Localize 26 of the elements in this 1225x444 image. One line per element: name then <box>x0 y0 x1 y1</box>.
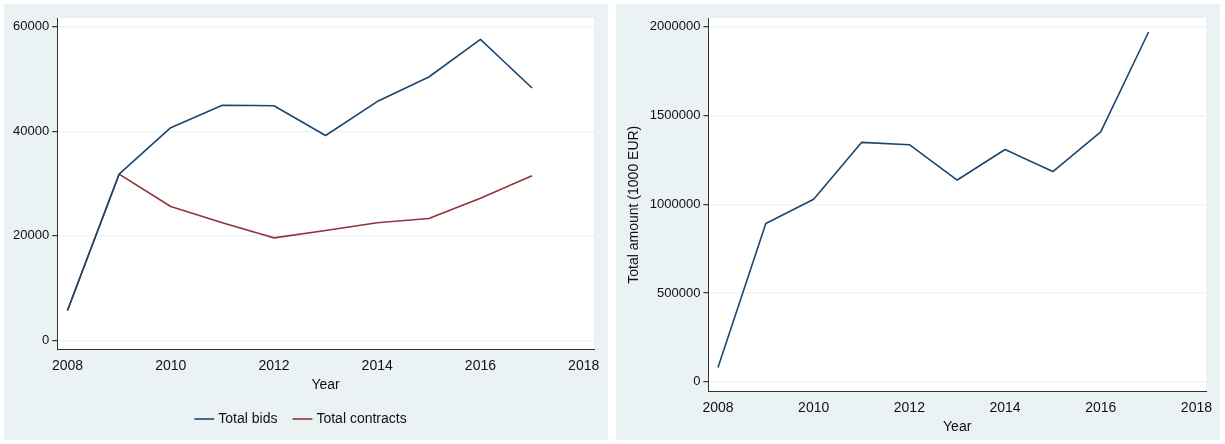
x-tick-label: 2014 <box>361 356 393 373</box>
y-tick-label: 500000 <box>657 284 701 300</box>
legend-label: Total bids <box>218 409 278 426</box>
x-tick-label: 2008 <box>51 356 84 373</box>
y-tick-label: 40000 <box>12 122 50 138</box>
y-tick-label: 1500000 <box>649 107 701 123</box>
x-tick-label: 2012 <box>258 356 290 373</box>
legend-label: Total contracts <box>316 409 407 426</box>
x-tick-label: 2014 <box>989 398 1021 415</box>
x-tick-label: 2018 <box>568 356 600 373</box>
x-tick-label: 2010 <box>155 356 187 373</box>
y-axis-title: Total amount (1000 EUR) <box>625 125 642 284</box>
x-tick-label: 2008 <box>702 398 734 415</box>
y-tick-label: 20000 <box>12 227 50 243</box>
x-tick-label: 2018 <box>1180 398 1213 415</box>
x-tick-label: 2016 <box>464 356 497 373</box>
y-tick-label: 0 <box>693 373 701 389</box>
y-tick-label: 0 <box>41 331 50 347</box>
x-axis-title: Year <box>311 376 341 393</box>
y-tick-label: 2000000 <box>649 18 701 34</box>
x-tick-label: 2010 <box>798 398 830 415</box>
x-axis-title: Year <box>943 418 972 435</box>
y-tick-label: 60000 <box>12 18 50 34</box>
x-tick-label: 2016 <box>1085 398 1117 415</box>
y-tick-label: 1000000 <box>649 195 701 211</box>
x-tick-label: 2012 <box>893 398 926 415</box>
